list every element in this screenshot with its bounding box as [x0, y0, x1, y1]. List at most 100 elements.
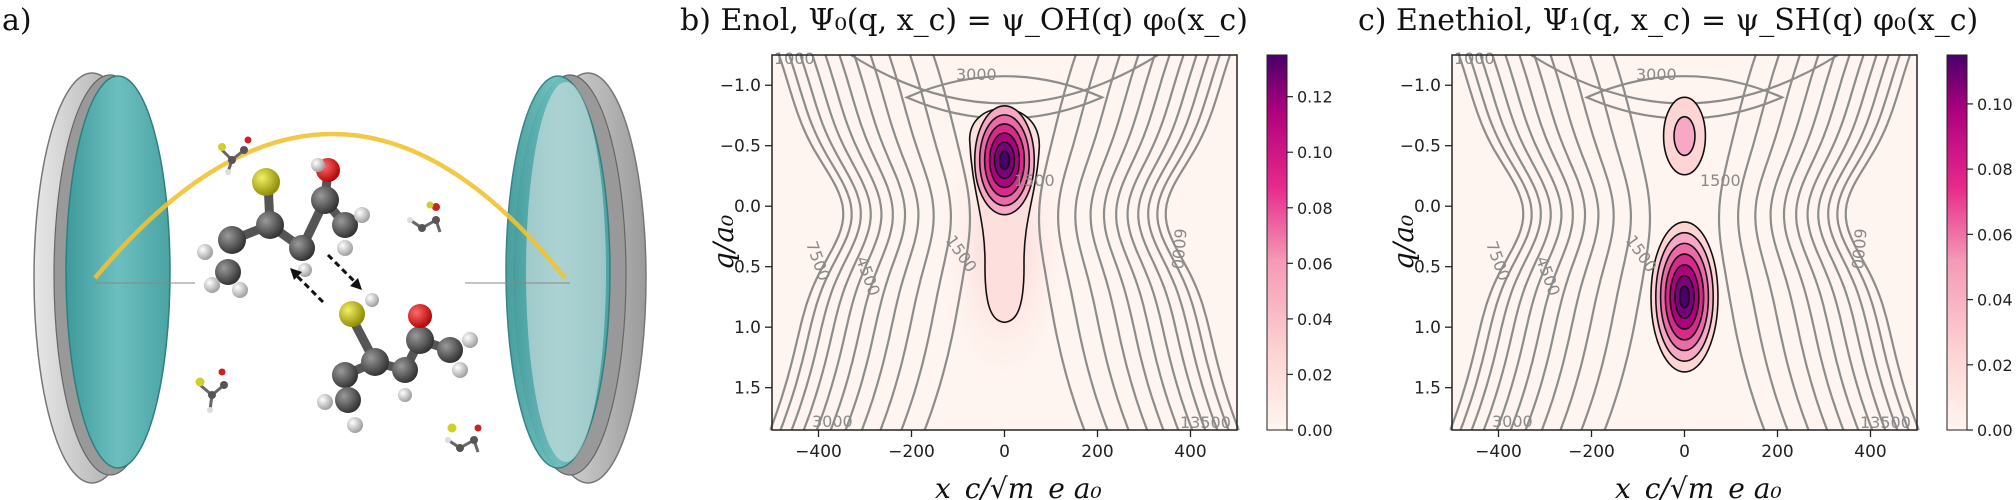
pes-contour — [779, 54, 853, 431]
small-molecule-3 — [195, 368, 228, 413]
pes-contour — [1074, 54, 1130, 431]
pes-contour — [1827, 54, 1899, 431]
panel-c-colorbar-ticks: 0.00 0.02 0.04 0.06 0.08 0.10 — [1967, 95, 2013, 440]
pes-contour — [815, 54, 883, 431]
density-contour — [1673, 115, 1696, 157]
pes-contour — [1580, 54, 1633, 431]
pes-contour — [879, 54, 935, 431]
panel-c-title: c) Enethiol, Ψ₁(q, x_c) = ψ_SH(q) φ₀(x_c… — [1358, 3, 1978, 38]
colorbar-tick-label: 0.06 — [1297, 254, 1333, 273]
panel-b: b) Enol, Ψ₀(q, x_c) = ψ_OH(q) φ₀(x_c) 10… — [680, 3, 1333, 500]
panel-b-axes: −400 −200 0 200 400 −1.0 −0.5 0.0 0.5 1.0 1.5 — [720, 76, 1207, 462]
pes-contour — [1509, 54, 1574, 431]
pes-contour — [1037, 54, 1086, 431]
contour-label: 3000 — [812, 412, 853, 431]
pes-contour — [790, 54, 862, 431]
pes-contour — [923, 54, 972, 431]
pes-contour — [1156, 54, 1230, 431]
pes-contour — [1817, 54, 1887, 431]
panel-b-xlabel: x_c/√m_e a₀ — [935, 472, 1102, 500]
panel-b-colorbar-ticks: 0.00 0.02 0.04 0.06 0.08 0.10 0.12 — [1287, 88, 1333, 440]
contour-label: 1000 — [1454, 49, 1495, 68]
left-mirror — [33, 72, 171, 484]
y-tick-label: 1.5 — [734, 379, 761, 399]
colorbar-tick-label: 0.08 — [1297, 199, 1333, 218]
pes-contour — [844, 54, 907, 431]
panel-a: a) — [2, 3, 647, 484]
contour-label: 13500 — [1860, 413, 1911, 432]
pes-contour — [1844, 54, 1920, 431]
x-tick-label: 0 — [1679, 442, 1690, 462]
colorbar-tick-label: 0.12 — [1297, 88, 1333, 107]
tautomer-arrows — [290, 253, 362, 304]
contour-label: 1000 — [774, 49, 815, 68]
pes-contour — [1470, 54, 1542, 431]
panel-b-ylabel: q/a₀ — [707, 215, 740, 270]
pes-contour — [1102, 54, 1165, 431]
pes-contour — [1137, 54, 1207, 431]
y-tick-label: −0.5 — [1400, 137, 1441, 157]
y-tick-label: −1.0 — [1400, 76, 1441, 96]
x-tick-label: 0 — [999, 442, 1010, 462]
x-tick-label: 400 — [1174, 442, 1206, 462]
pes-contour — [1754, 54, 1810, 431]
contour-label: 6000 — [1848, 228, 1870, 270]
pes-contour — [1603, 54, 1652, 431]
colorbar-tick-label: 0.10 — [1297, 143, 1333, 162]
colorbar-tick-label: 0.02 — [1297, 365, 1333, 384]
contour-label: 3000 — [1636, 65, 1677, 84]
pes-contour — [802, 54, 872, 431]
pes-contour — [1795, 54, 1860, 431]
x-tick-label: −200 — [888, 442, 935, 462]
panel-c-axes: −400 −200 0 200 400 −1.0 −0.5 0.0 0.5 1.0 1.5 — [1400, 76, 1887, 462]
pes-contour — [1717, 54, 1766, 431]
y-tick-label: 0.0 — [734, 197, 761, 217]
pes-contour — [1584, 75, 1785, 120]
right-mirror — [505, 72, 647, 484]
panel-b-title: b) Enol, Ψ₀(q, x_c) = ψ_OH(q) φ₀(x_c) — [680, 3, 1248, 38]
pes-contour — [1495, 54, 1563, 431]
panel-b-pes-contours — [769, 54, 1240, 431]
colorbar-tick-label: 0.08 — [1977, 160, 2013, 179]
x-tick-label: 200 — [1081, 442, 1113, 462]
pes-contour — [1147, 54, 1219, 431]
pes-contour — [1164, 54, 1240, 431]
colorbar-tick-label: 0.10 — [1977, 95, 2013, 114]
contour-label: 3000 — [956, 65, 997, 84]
colorbar-tick-label: 0.02 — [1977, 356, 2013, 375]
y-tick-label: −0.5 — [720, 137, 761, 157]
y-tick-label: 1.0 — [734, 318, 761, 338]
cavity-mode-arc — [93, 131, 567, 280]
contour-label: 1500 — [1700, 171, 1741, 190]
panel-c-colorbar — [1946, 54, 1968, 431]
panel-c-ylabel: q/a₀ — [1387, 215, 1420, 270]
pes-contour — [1736, 54, 1789, 431]
colorbar-tick-label: 0.00 — [1977, 421, 2013, 440]
contour-label: 3000 — [1492, 412, 1533, 431]
x-tick-label: −400 — [1475, 442, 1522, 462]
colorbar-tick-label: 0.00 — [1297, 421, 1333, 440]
panel-c: c) Enethiol, Ψ₁(q, x_c) = ψ_SH(q) φ₀(x_c… — [1358, 3, 2013, 500]
pes-contour — [1482, 54, 1552, 431]
pes-contour — [1459, 54, 1533, 431]
small-molecule-2 — [407, 201, 442, 233]
x-tick-label: −200 — [1568, 442, 1615, 462]
colorbar-tick-label: 0.06 — [1977, 225, 2013, 244]
panel-b-colorbar — [1266, 54, 1288, 431]
pes-contour — [1540, 54, 1600, 431]
x-tick-label: −400 — [795, 442, 842, 462]
molecule-enol — [317, 293, 478, 433]
pes-contour — [1089, 54, 1149, 431]
colorbar-tick-label: 0.04 — [1977, 291, 2013, 310]
panel-c-xlabel: x_c/√m_e a₀ — [1615, 472, 1782, 500]
contour-label: 13500 — [1180, 413, 1231, 432]
small-molecules — [195, 136, 482, 453]
panel-a-label: a) — [2, 3, 32, 38]
colorbar-tick-label: 0.04 — [1297, 310, 1333, 329]
molecule-enethiol — [197, 158, 370, 298]
pes-contour — [1836, 54, 1910, 431]
y-tick-label: 1.0 — [1414, 318, 1441, 338]
panel-b-plot: 1000 3000 1500 1500 7500 4500 6000 3000 … — [769, 49, 1240, 432]
panel-c-plot: 1000 3000 1500 1500 7500 4500 6000 3000 … — [1449, 49, 1920, 432]
